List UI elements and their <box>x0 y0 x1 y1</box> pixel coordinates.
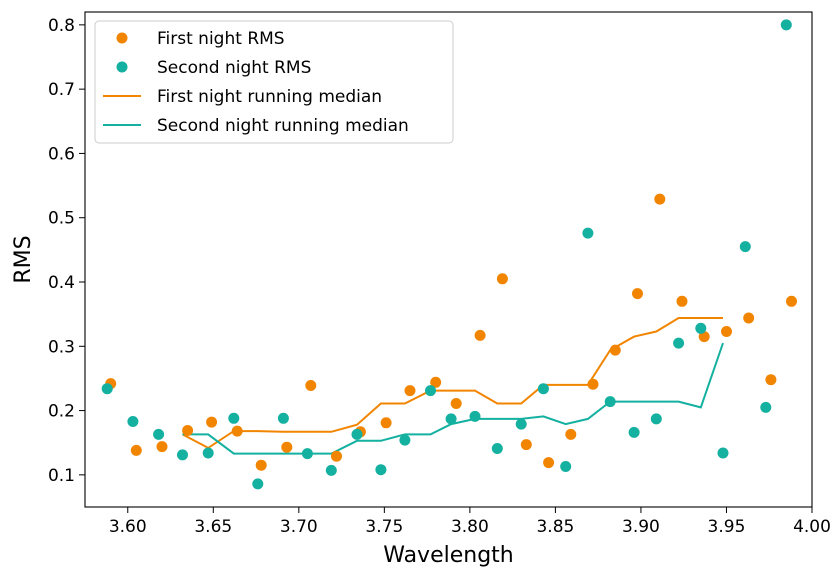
first-night-point <box>676 295 688 307</box>
y-tick-label: 0.3 <box>48 337 75 357</box>
second-night-point <box>491 443 503 454</box>
second-night-point <box>127 416 139 427</box>
second-night-median-line <box>182 342 724 455</box>
y-axis: 0.1 0.2 0.3 0.4 0.5 0.6 0.7 0.8 <box>48 16 85 486</box>
y-tick-label: 0.6 <box>48 144 75 164</box>
legend-entry-label: First night running median <box>157 87 382 107</box>
first-night-point <box>380 417 392 429</box>
x-axis: 3.60 3.65 3.70 3.75 3.80 3.85 3.90 3.95 4.00 <box>109 507 830 537</box>
plot-frame <box>84 11 813 508</box>
first-night-point <box>206 416 218 428</box>
y-tick-label: 0.8 <box>48 16 75 36</box>
x-tick-label: 3.95 <box>708 517 746 537</box>
x-tick-label: 3.85 <box>536 517 574 537</box>
first-night-point <box>565 428 577 440</box>
second-night-point <box>301 448 313 460</box>
second-night-point <box>604 396 616 408</box>
first-night-point <box>281 441 293 453</box>
first-night-point <box>156 441 168 453</box>
second-night-point <box>560 461 572 472</box>
first-night-point <box>474 329 486 341</box>
first-night-point <box>543 457 555 469</box>
first-night-median-line <box>182 317 723 450</box>
first-night-point <box>496 273 508 285</box>
second-night-point <box>325 464 337 476</box>
first-night-point <box>765 374 777 386</box>
second-night-point <box>650 413 662 425</box>
second-night-point <box>277 412 289 424</box>
x-axis-label: Wavelength <box>383 543 514 568</box>
x-tick-label: 4.00 <box>793 517 830 537</box>
legend: First night RMS Second night RMS First nig… <box>94 20 454 144</box>
first-night-point <box>520 439 532 451</box>
second-night-point <box>399 434 411 446</box>
first-night-point <box>255 459 267 471</box>
second-night-point <box>445 413 457 425</box>
first-night-point <box>450 398 462 409</box>
second-night-point <box>760 401 772 413</box>
second-night-point <box>739 241 751 253</box>
first-night-point <box>609 344 621 356</box>
legend-marker <box>116 61 128 73</box>
x-tick-label: 3.80 <box>451 517 489 537</box>
first-night-point <box>130 444 142 456</box>
x-tick-label: 3.60 <box>109 517 147 537</box>
second-night-point <box>351 428 363 440</box>
second-night-point <box>695 322 707 334</box>
legend-entry-label: Second night running median <box>157 116 409 136</box>
y-tick-label: 0.1 <box>48 466 75 486</box>
x-tick-label: 3.90 <box>622 517 660 537</box>
first-night-point <box>587 378 599 390</box>
y-tick-label: 0.7 <box>48 80 75 100</box>
second-night-point <box>228 412 240 424</box>
second-night-point <box>582 227 594 239</box>
first-night-point <box>182 425 194 436</box>
first-night-point <box>654 193 666 205</box>
first-night-point <box>721 326 732 337</box>
legend-entry-label: First night RMS <box>157 29 285 49</box>
second-night-point <box>628 426 640 438</box>
first-night-point <box>404 385 416 397</box>
second-night-point <box>177 449 188 461</box>
second-night-point <box>425 385 436 397</box>
y-axis-label: RMS <box>11 235 36 283</box>
x-tick-label: 3.70 <box>280 517 318 537</box>
plot-area <box>101 19 797 490</box>
legend-entry-label: Second night RMS <box>157 58 311 78</box>
first-night-point <box>786 295 797 307</box>
first-night-point <box>331 450 342 462</box>
first-night-point <box>430 376 442 388</box>
second-night-point <box>375 464 387 476</box>
second-night-point <box>673 337 685 349</box>
second-night-point <box>202 447 214 459</box>
second-night-point <box>252 478 264 490</box>
second-night-point <box>153 428 165 440</box>
second-night-point <box>717 447 729 459</box>
second-night-point <box>101 383 113 395</box>
legend-marker <box>116 32 128 44</box>
second-night-point <box>469 410 481 422</box>
first-night-point <box>743 312 755 324</box>
y-tick-label: 0.4 <box>48 273 75 293</box>
y-tick-label: 0.2 <box>48 402 75 422</box>
y-tick-label: 0.5 <box>48 209 75 229</box>
first-night-point <box>305 380 317 391</box>
second-night-point <box>537 383 549 395</box>
second-night-point <box>780 19 792 31</box>
x-tick-label: 3.75 <box>365 517 403 537</box>
first-night-point <box>632 288 643 300</box>
second-night-point <box>515 418 527 430</box>
x-tick-label: 3.65 <box>194 517 232 537</box>
first-night-point <box>231 425 243 437</box>
legend-box <box>94 20 454 144</box>
first-night-point <box>698 331 710 343</box>
